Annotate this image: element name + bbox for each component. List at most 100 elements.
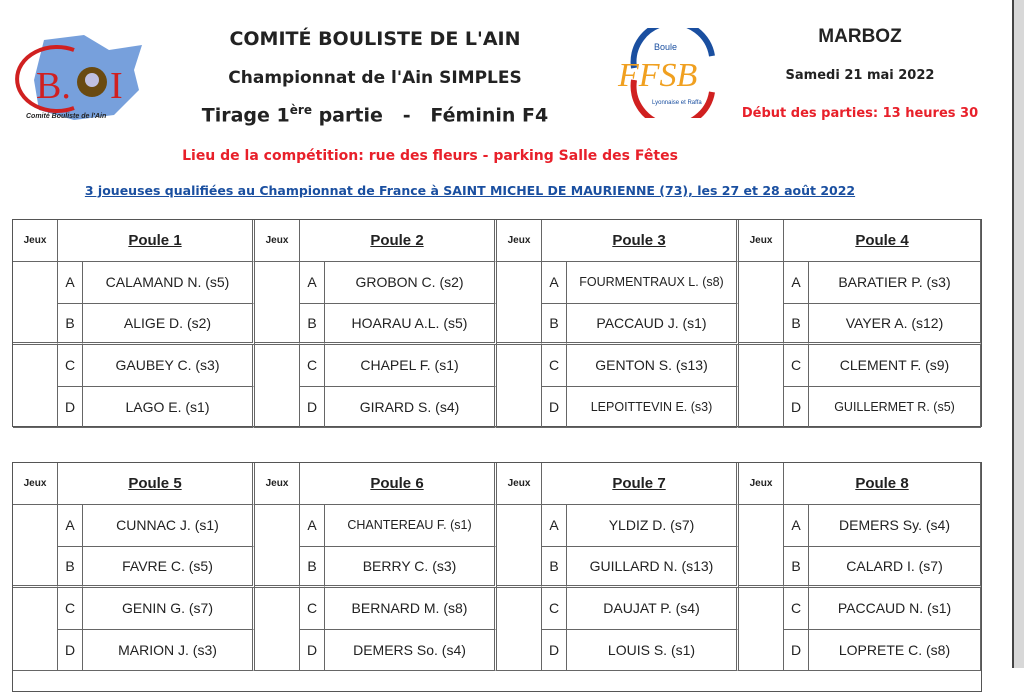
player-name: GIRARD S. (s4) xyxy=(325,386,497,428)
player-name: GENIN G. (s7) xyxy=(83,588,255,630)
svg-text:B.: B. xyxy=(36,65,71,107)
player-name: DEMERS Sy. (s4) xyxy=(809,505,981,547)
player-letter: A xyxy=(58,262,83,304)
jeux-cell xyxy=(497,262,542,345)
player-letter: B xyxy=(784,303,809,345)
player-name: BERNARD M. (s8) xyxy=(325,588,497,630)
jeux-header: Jeux xyxy=(13,220,58,262)
player-name: ALIGE D. (s2) xyxy=(83,303,255,345)
player-letter: D xyxy=(542,386,567,428)
player-letter: B xyxy=(300,546,325,588)
player-name: LOUIS S. (s1) xyxy=(567,629,739,671)
player-letter: D xyxy=(784,629,809,671)
jeux-cell xyxy=(497,588,542,671)
jeux-cell xyxy=(739,345,784,428)
player-name: FAVRE C. (s5) xyxy=(83,546,255,588)
jeux-header: Jeux xyxy=(497,463,542,505)
jeux-cell xyxy=(497,505,542,588)
jeux-header: Jeux xyxy=(255,463,300,505)
jeux-cell xyxy=(255,345,300,428)
qualified-text: 3 joueuses qualifiées au Championnat de … xyxy=(84,183,856,198)
jeux-header: Jeux xyxy=(497,220,542,262)
jeux-cell xyxy=(13,345,58,428)
draw-title: Tirage 1ère partie - Féminin F4 xyxy=(180,103,570,126)
player-letter: D xyxy=(784,386,809,428)
player-letter: A xyxy=(300,505,325,547)
player-name: PACCAUD J. (s1) xyxy=(567,303,739,345)
player-letter: A xyxy=(542,505,567,547)
player-letter: D xyxy=(300,629,325,671)
jeux-cell xyxy=(255,588,300,671)
player-name: LAGO E. (s1) xyxy=(83,386,255,428)
player-letter: A xyxy=(784,505,809,547)
player-name: CALAMAND N. (s5) xyxy=(83,262,255,304)
player-name: CUNNAC J. (s1) xyxy=(83,505,255,547)
committee-title: COMITÉ BOULISTE DE L'AIN xyxy=(229,28,521,50)
jeux-cell xyxy=(13,262,58,345)
svg-text:I: I xyxy=(110,65,123,107)
player-letter: B xyxy=(300,303,325,345)
svg-text:FFSB: FFSB xyxy=(617,57,698,94)
player-letter: C xyxy=(784,588,809,630)
jeux-cell xyxy=(13,588,58,671)
poule-header: Poule 3 xyxy=(542,220,739,262)
poule-header: Poule 6 xyxy=(300,463,497,505)
poule-header: Poule 1 xyxy=(58,220,255,262)
player-letter: C xyxy=(542,345,567,387)
player-letter: B xyxy=(784,546,809,588)
player-letter: C xyxy=(542,588,567,630)
svg-text:Lyonnaise et Raffa: Lyonnaise et Raffa xyxy=(652,100,702,106)
player-letter: C xyxy=(784,345,809,387)
jeux-cell xyxy=(739,588,784,671)
jeux-header: Jeux xyxy=(739,220,784,262)
poule-header: Poule 2 xyxy=(300,220,497,262)
player-letter: A xyxy=(542,262,567,304)
player-name: CHAPEL F. (s1) xyxy=(325,345,497,387)
player-name: VAYER A. (s12) xyxy=(809,303,981,345)
player-name: GENTON S. (s13) xyxy=(567,345,739,387)
start-time: Début des parties: 13 heures 30 xyxy=(741,106,979,121)
poule-header: Poule 4 xyxy=(784,220,981,262)
player-letter: C xyxy=(300,345,325,387)
player-letter: B xyxy=(542,303,567,345)
jeux-cell xyxy=(255,262,300,345)
draw-title-post: partie - Féminin F4 xyxy=(311,104,549,127)
location-text: Lieu de la compétition: rue des fleurs -… xyxy=(182,148,678,164)
player-name: DAUJAT P. (s4) xyxy=(567,588,739,630)
player-name: MARION J. (s3) xyxy=(83,629,255,671)
player-letter: D xyxy=(300,386,325,428)
player-name: LOPRETE C. (s8) xyxy=(809,629,981,671)
player-letter: A xyxy=(300,262,325,304)
jeux-header: Jeux xyxy=(13,463,58,505)
jeux-cell xyxy=(497,345,542,428)
town: MARBOZ xyxy=(818,26,902,47)
jeux-cell xyxy=(255,505,300,588)
player-name: GUILLARD N. (s13) xyxy=(567,546,739,588)
poule-header: Poule 7 xyxy=(542,463,739,505)
player-name: YLDIZ D. (s7) xyxy=(567,505,739,547)
championship-title: Championnat de l'Ain SIMPLES xyxy=(228,68,522,88)
player-name: FOURMENTRAUX L. (s8) xyxy=(567,262,739,304)
jeux-cell xyxy=(739,505,784,588)
cbai-logo: B. I Comité Bouliste de l'Ain xyxy=(15,35,142,120)
player-letter: A xyxy=(784,262,809,304)
player-letter: D xyxy=(542,629,567,671)
page-background xyxy=(1014,0,1024,668)
event-date: Samedi 21 mai 2022 xyxy=(785,68,935,83)
player-name: CALARD I. (s7) xyxy=(809,546,981,588)
poule-header: Poule 8 xyxy=(784,463,981,505)
page-edge xyxy=(1012,0,1014,668)
player-name: LEPOITTEVIN E. (s3) xyxy=(567,386,739,428)
player-letter: C xyxy=(58,345,83,387)
poule-header: Poule 5 xyxy=(58,463,255,505)
draw-table-1: Jeux Poule 1 A CALAMAND N. (s5) B ALIGE D. (s… xyxy=(12,219,982,428)
player-letter: D xyxy=(58,629,83,671)
jeux-header: Jeux xyxy=(739,463,784,505)
player-letter: B xyxy=(58,303,83,345)
svg-text:Comité Bouliste de l'Ain: Comité Bouliste de l'Ain xyxy=(26,113,106,120)
player-name: GAUBEY C. (s3) xyxy=(83,345,255,387)
player-letter: D xyxy=(58,386,83,428)
player-letter: A xyxy=(58,505,83,547)
player-name: PACCAUD N. (s1) xyxy=(809,588,981,630)
player-name: DEMERS So. (s4) xyxy=(325,629,497,671)
